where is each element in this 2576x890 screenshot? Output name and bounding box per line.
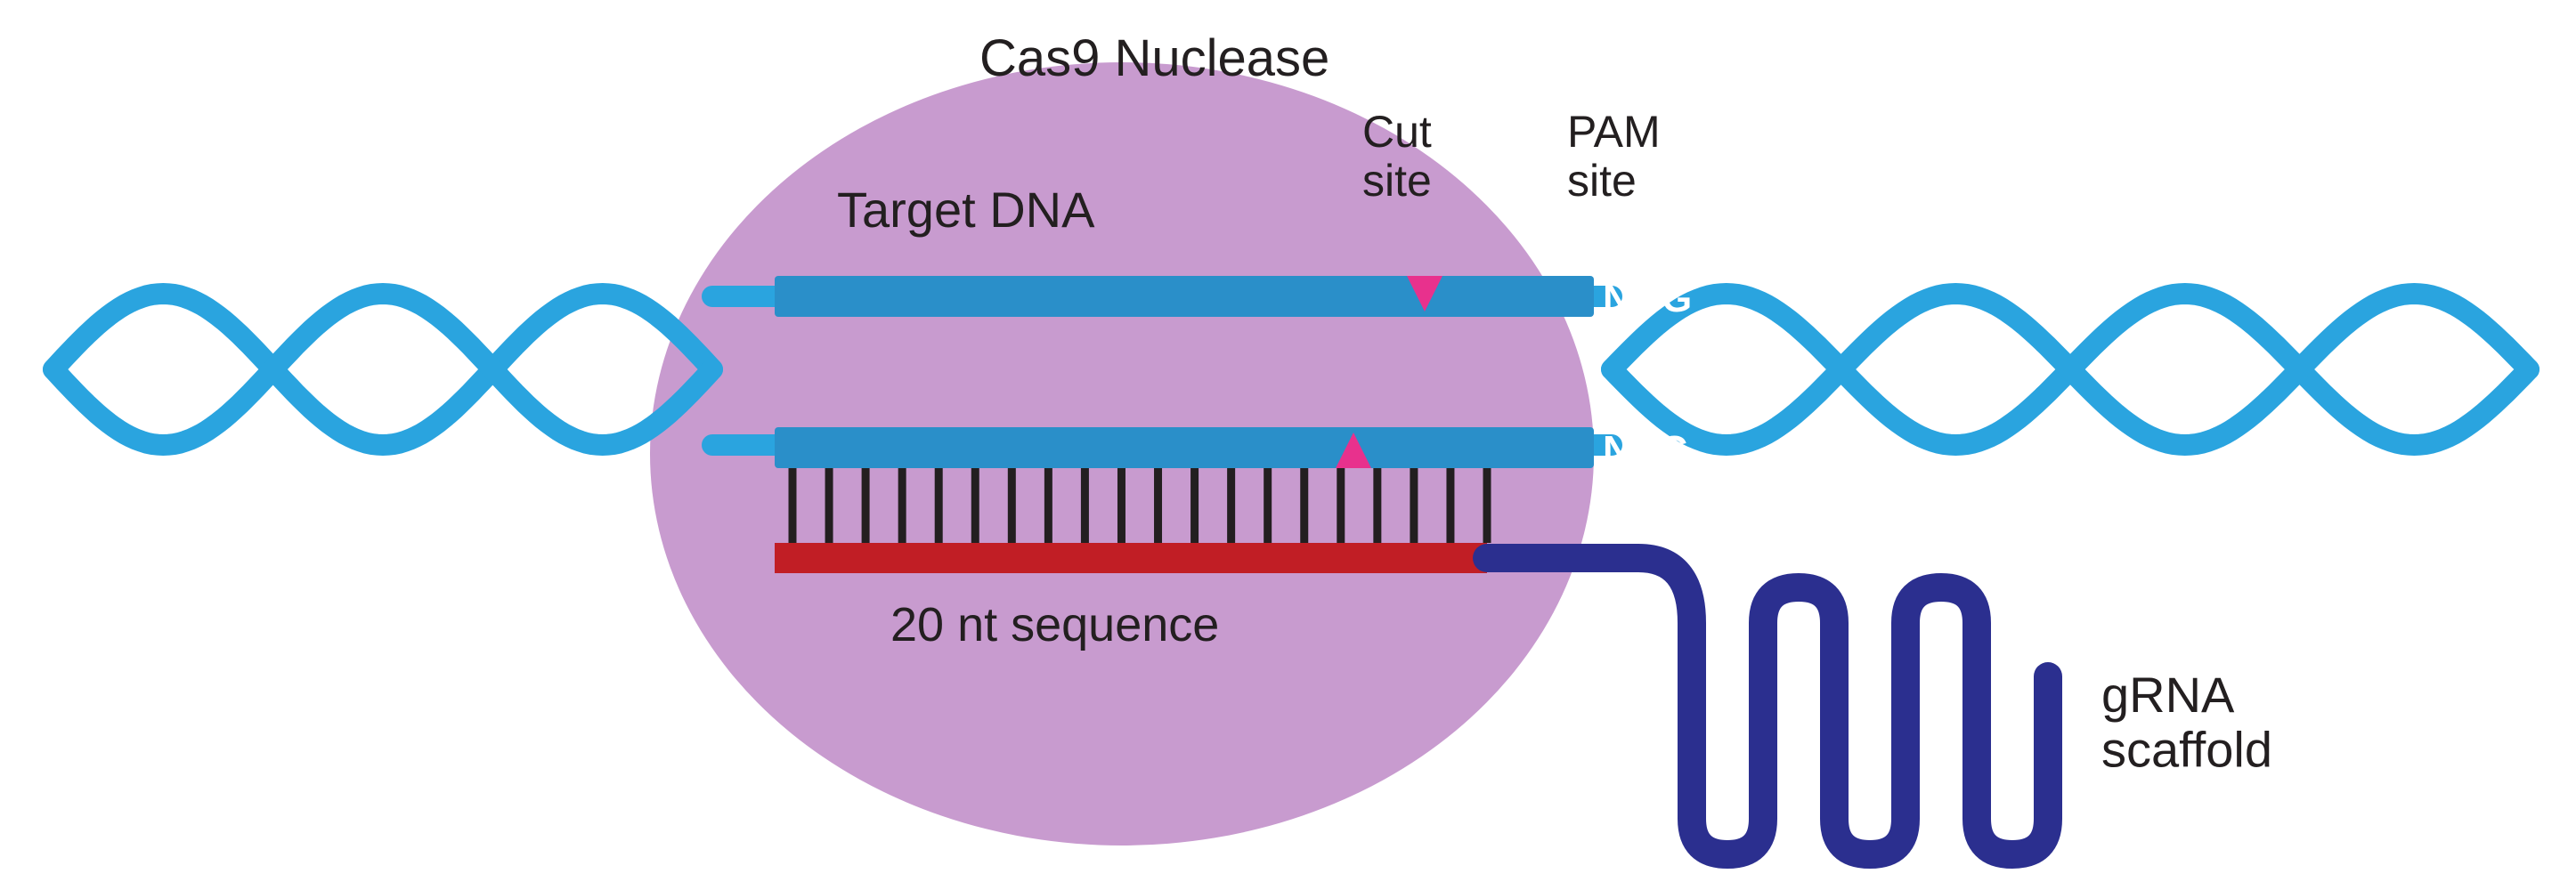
pam-site-label-2: site xyxy=(1567,156,1637,206)
grna-scaffold-label-2: scaffold xyxy=(2101,722,2272,778)
guide-20nt-bar xyxy=(775,543,1487,573)
crispr-cas9-diagram: NGGNCCCas9 NucleaseTarget DNACutsitePAMs… xyxy=(0,0,2576,890)
guide-20nt-label: 20 nt sequence xyxy=(890,598,1219,651)
pam-ngg-label: NGG xyxy=(1603,277,1692,320)
cas9-label: Cas9 Nuclease xyxy=(979,29,1329,87)
cut-site-label-2: site xyxy=(1362,156,1432,206)
cut-site-label-1: Cut xyxy=(1362,107,1432,157)
dna-helix-strand-a-left xyxy=(53,294,712,445)
pam-ncc-label: NCC xyxy=(1603,428,1687,472)
dna-helix-strand-b-left xyxy=(53,294,712,445)
target-dna-label: Target DNA xyxy=(837,182,1095,238)
grna-scaffold-label-1: gRNA xyxy=(2101,667,2235,723)
target-dna-bottom-strand xyxy=(775,427,1594,468)
dna-helix-strand-b-right xyxy=(1612,294,2529,445)
pam-site-label-1: PAM xyxy=(1567,107,1661,157)
grna-scaffold xyxy=(1487,558,2048,854)
target-dna-top-strand xyxy=(775,276,1594,317)
